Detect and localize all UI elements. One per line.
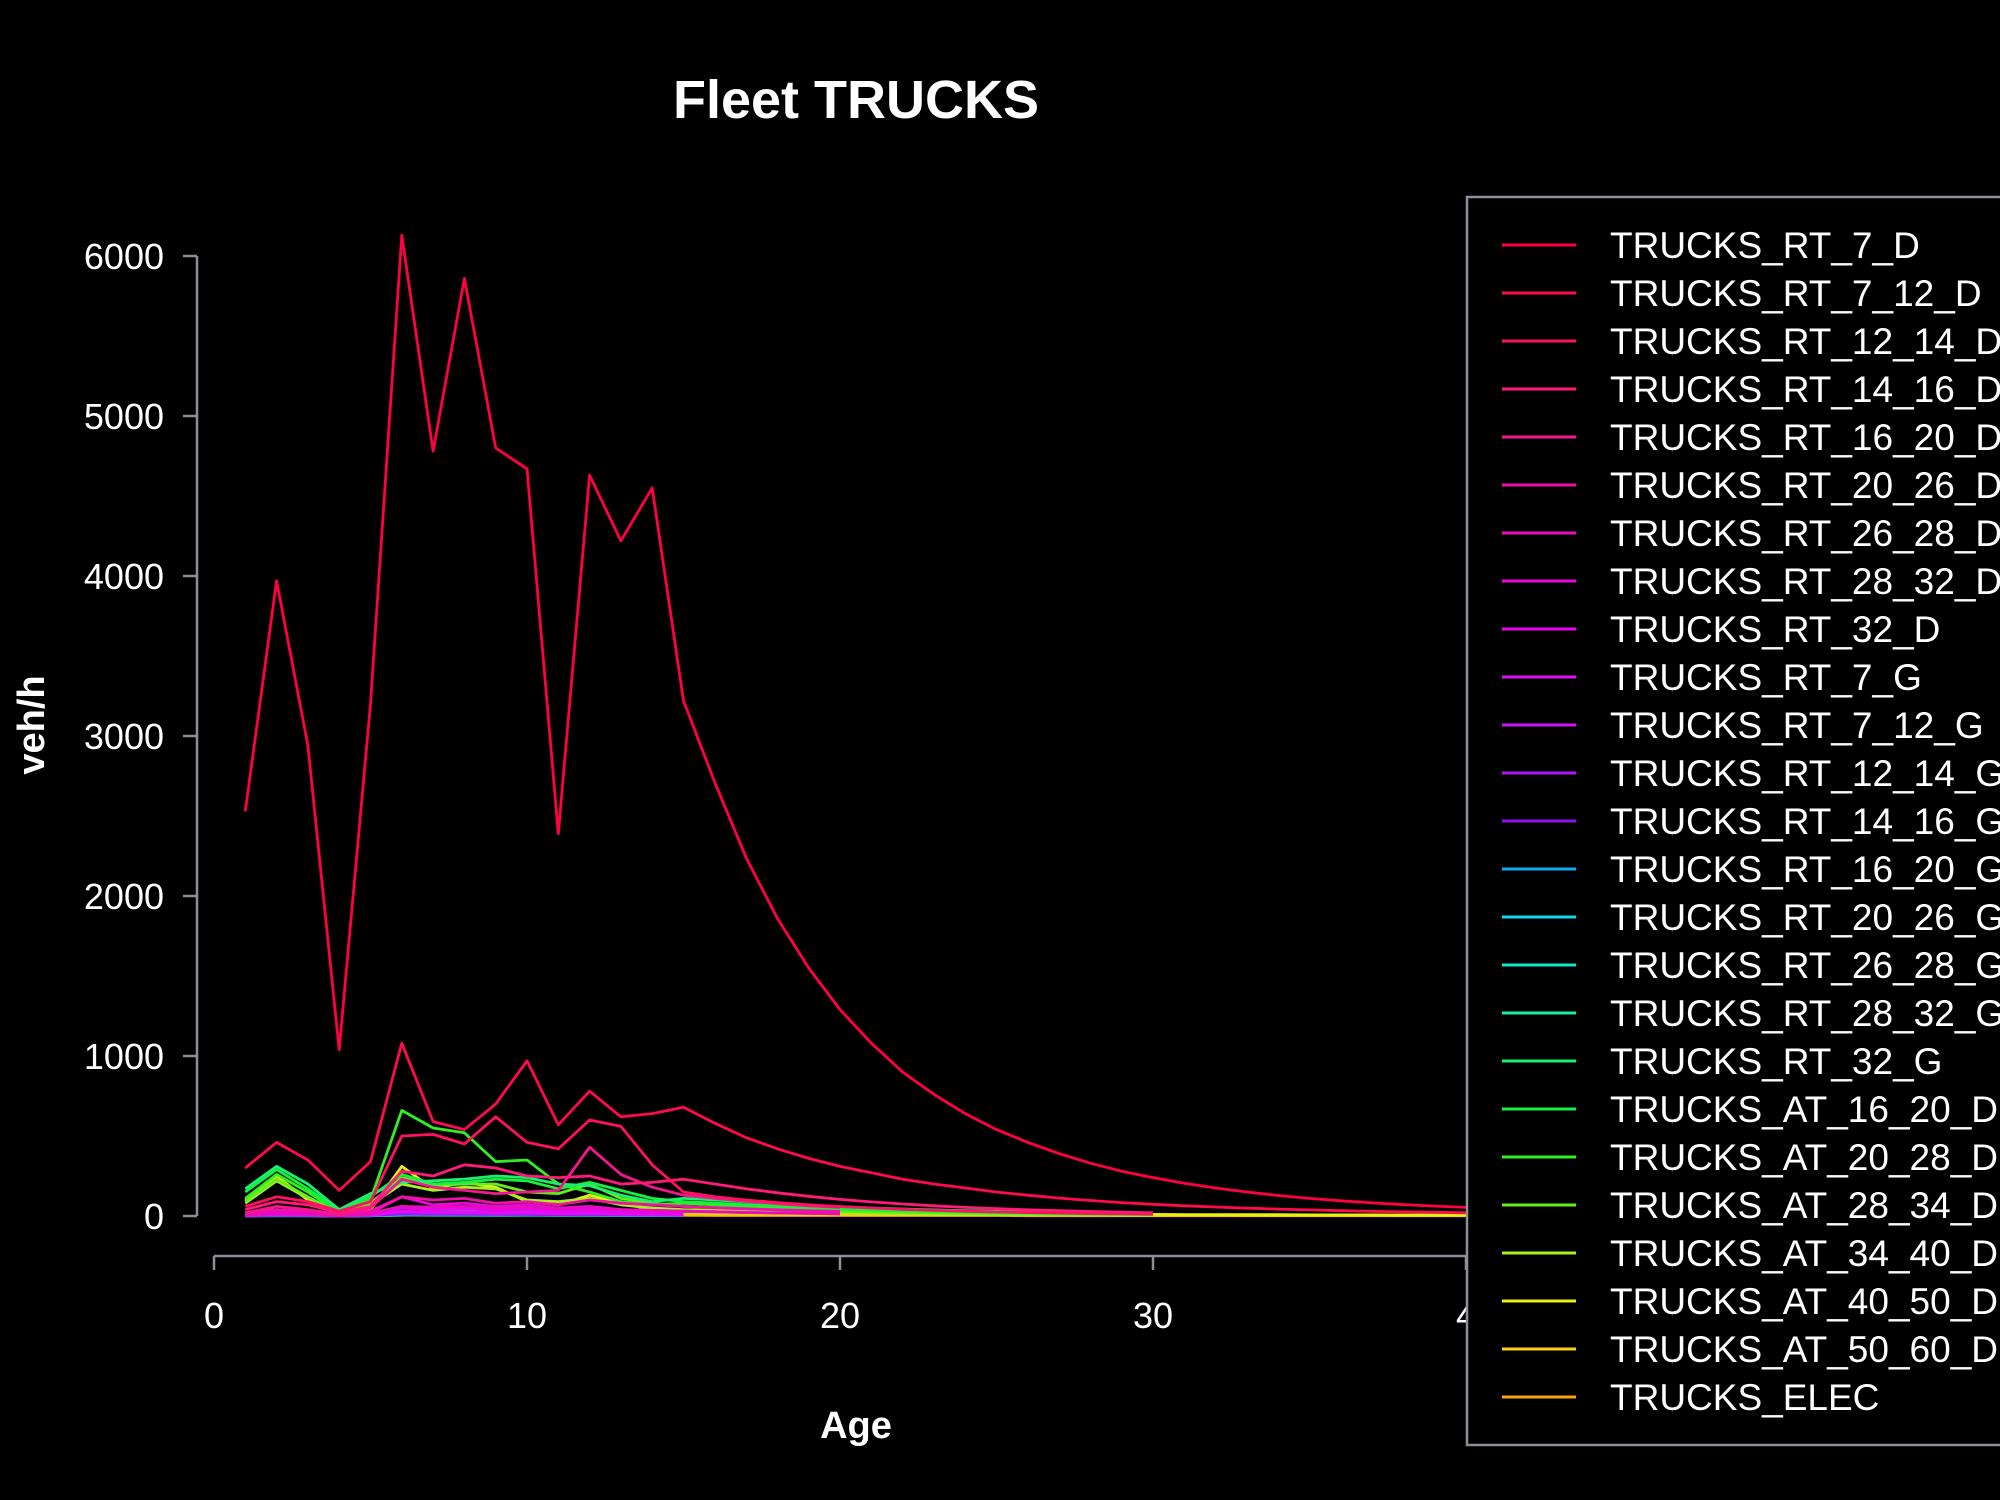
legend-label: TRUCKS_RT_28_32_D bbox=[1610, 561, 2000, 602]
x-tick-label: 20 bbox=[820, 1295, 860, 1336]
y-axis-label: veh/h bbox=[11, 675, 53, 774]
series-line bbox=[244, 1163, 1154, 1215]
legend-label: TRUCKS_RT_12_14_D bbox=[1610, 321, 2000, 362]
series-line bbox=[244, 1115, 1154, 1216]
legend-label: TRUCKS_RT_32_D bbox=[1610, 609, 1940, 650]
x-tick-label: 10 bbox=[507, 1295, 547, 1336]
plot-area bbox=[243, 233, 1560, 1218]
y-tick-label: 6000 bbox=[84, 236, 164, 277]
legend-label: TRUCKS_RT_16_20_G bbox=[1610, 849, 2000, 890]
x-tick-label: 0 bbox=[204, 1295, 224, 1336]
legend-label: TRUCKS_RT_7_12_D bbox=[1610, 273, 1982, 314]
legend-label: TRUCKS_RT_26_28_G bbox=[1610, 945, 2000, 986]
legend-label: TRUCKS_AT_16_20_D bbox=[1610, 1089, 1998, 1130]
legend: TRUCKS_RT_7_D TRUCKS_RT_7_12_D TRUCKS_RT_1… bbox=[1465, 195, 2000, 1447]
legend-label: TRUCKS_RT_20_26_G bbox=[1610, 897, 2000, 938]
legend-label: TRUCKS_AT_34_40_D bbox=[1610, 1233, 1998, 1274]
y-tick-label: 0 bbox=[144, 1196, 164, 1237]
legend-label: TRUCKS_AT_20_28_D bbox=[1610, 1137, 1998, 1178]
y-tick-label: 3000 bbox=[84, 716, 164, 757]
chart-title: Fleet TRUCKS bbox=[673, 70, 1039, 130]
legend-label: TRUCKS_ELEC bbox=[1610, 1377, 1879, 1418]
x-tick-label: 30 bbox=[1133, 1295, 1173, 1336]
legend-label: TRUCKS_AT_50_60_D bbox=[1610, 1329, 1998, 1370]
x-axis-label: Age bbox=[820, 1405, 892, 1447]
y-tick-label: 4000 bbox=[84, 556, 164, 597]
legend-label: TRUCKS_RT_14_16_D bbox=[1610, 369, 2000, 410]
legend-label: TRUCKS_RT_7_D bbox=[1610, 225, 1920, 266]
legend-label: TRUCKS_RT_26_28_D bbox=[1610, 513, 2000, 554]
y-tick-label: 2000 bbox=[84, 876, 164, 917]
legend-label: TRUCKS_AT_28_34_D bbox=[1610, 1185, 1998, 1226]
series-line bbox=[244, 1041, 1560, 1216]
y-tick-label: 5000 bbox=[84, 396, 164, 437]
y-axis: 0 1000 2000 3000 4000 5000 6000 bbox=[84, 236, 199, 1237]
legend-label: TRUCKS_RT_28_32_G bbox=[1610, 993, 2000, 1034]
legend-label: TRUCKS_RT_16_20_D bbox=[1610, 417, 2000, 458]
y-tick-label: 1000 bbox=[84, 1036, 164, 1077]
legend-label: TRUCKS_RT_7_G bbox=[1610, 657, 1922, 698]
legend-label: TRUCKS_RT_14_16_G bbox=[1610, 801, 2000, 842]
legend-label: TRUCKS_RT_7_12_G bbox=[1610, 705, 1984, 746]
legend-label: TRUCKS_AT_40_50_D bbox=[1610, 1281, 1998, 1322]
legend-label: TRUCKS_RT_32_G bbox=[1610, 1041, 1942, 1082]
legend-label: TRUCKS_RT_20_26_D bbox=[1610, 465, 2000, 506]
series-line bbox=[243, 233, 1560, 1212]
legend-label: TRUCKS_RT_12_14_G bbox=[1610, 753, 2000, 794]
